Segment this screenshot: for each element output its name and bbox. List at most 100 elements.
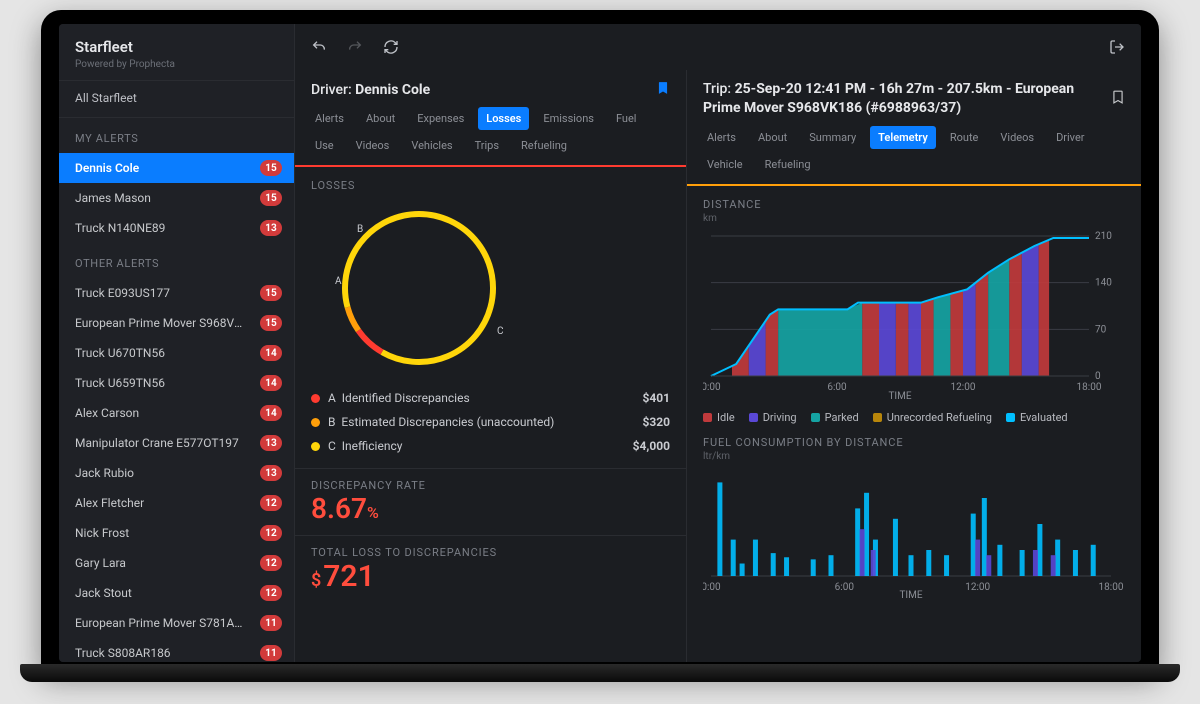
- fuel-unit: ltr/km: [703, 451, 1125, 462]
- logout-icon[interactable]: [1107, 37, 1127, 57]
- svg-text:6:00: 6:00: [835, 582, 855, 593]
- alert-item[interactable]: Manipulator Crane E577OT197 13: [59, 428, 294, 458]
- alert-item[interactable]: Dennis Cole 15: [59, 153, 294, 183]
- legend-item: Evaluated: [1006, 411, 1068, 424]
- alert-count-badge: 13: [260, 465, 282, 481]
- tab-fuel[interactable]: Fuel: [608, 107, 645, 130]
- alert-count-badge: 11: [260, 645, 282, 661]
- tab-about[interactable]: About: [358, 107, 403, 130]
- tab-summary[interactable]: Summary: [801, 126, 864, 149]
- alert-item-label: James Mason: [75, 191, 151, 205]
- alert-count-badge: 14: [260, 375, 282, 391]
- tab-losses[interactable]: Losses: [478, 107, 529, 130]
- tab-videos[interactable]: Videos: [348, 134, 398, 157]
- svg-text:0:00: 0:00: [703, 382, 721, 393]
- alert-item-label: Alex Carson: [75, 406, 139, 420]
- laptop-base: [20, 664, 1180, 682]
- legend-row: A Identified Discrepancies$401: [311, 386, 670, 410]
- driver-panel-body: LOSSES ABC A Identified Discrepancies$40…: [295, 167, 686, 610]
- tab-telemetry[interactable]: Telemetry: [870, 126, 936, 149]
- alert-item-label: Nick Frost: [75, 526, 129, 540]
- tab-refueling[interactable]: Refueling: [513, 134, 575, 157]
- alert-count-badge: 12: [260, 495, 282, 511]
- alert-item[interactable]: Truck U670TN5614: [59, 338, 294, 368]
- tab-route[interactable]: Route: [942, 126, 987, 149]
- alert-item[interactable]: European Prime Mover S781AR18611: [59, 608, 294, 638]
- svg-text:210: 210: [1095, 231, 1112, 242]
- alert-count-badge: 12: [260, 555, 282, 571]
- tab-driver[interactable]: Driver: [1048, 126, 1092, 149]
- legend-item: Unrecorded Refueling: [873, 411, 992, 424]
- svg-text:12:00: 12:00: [965, 582, 990, 593]
- brand-title: Starfleet: [75, 38, 278, 56]
- distance-unit: km: [703, 213, 1125, 224]
- legend-row: C Inefficiency$4,000: [311, 434, 670, 458]
- discrepancy-rate-value: 8.67%: [311, 492, 670, 525]
- tab-expenses[interactable]: Expenses: [409, 107, 472, 130]
- redo-icon[interactable]: [345, 37, 365, 57]
- alert-item[interactable]: Truck E093US17715: [59, 278, 294, 308]
- svg-text:18:00: 18:00: [1077, 382, 1102, 393]
- alert-item-label: European Prime Mover S781AR186: [75, 616, 245, 630]
- alert-item[interactable]: Alex Fletcher12: [59, 488, 294, 518]
- losses-legend-table: A Identified Discrepancies$401B Estimate…: [311, 386, 670, 458]
- svg-text:0:00: 0:00: [703, 582, 721, 593]
- my-alerts-list: Dennis Cole15James Mason15Truck N140NE89…: [59, 153, 294, 243]
- tab-about[interactable]: About: [750, 126, 795, 149]
- alert-item-label: Dennis Cole: [75, 161, 139, 175]
- alert-item[interactable]: Truck N140NE89 13: [59, 213, 294, 243]
- tab-vehicles[interactable]: Vehicles: [403, 134, 460, 157]
- sidebar-all-link[interactable]: All Starfleet: [59, 80, 294, 118]
- alert-item-label: European Prime Mover S968VK186: [75, 316, 245, 330]
- refresh-icon[interactable]: [381, 37, 401, 57]
- tab-vehicle[interactable]: Vehicle: [699, 153, 751, 176]
- trip-tabbar: Alerts About Summary Telemetry RouteVideos Dr…: [687, 126, 1141, 186]
- tab-refueling[interactable]: Refueling: [757, 153, 819, 176]
- tab-videos[interactable]: Videos: [992, 126, 1042, 149]
- panels: Driver: Dennis Cole Alerts About Expenses L…: [295, 70, 1141, 662]
- alert-item[interactable]: Jack Rubio13: [59, 458, 294, 488]
- fuel-heading: FUEL CONSUMPTION BY DISTANCE: [703, 436, 1125, 449]
- trip-panel-title: Trip: 25-Sep-20 12:41 PM - 16h 27m - 207…: [703, 80, 1111, 118]
- trip-panel-body: DISTANCE km 0701402100:006:0012:0018:00T…: [687, 186, 1141, 617]
- distance-heading: DISTANCE: [703, 198, 1125, 211]
- alert-count-badge: 15: [260, 160, 282, 176]
- brand: Starfleet Powered by Prophecta: [59, 24, 294, 80]
- tab-emissions[interactable]: Emissions: [535, 107, 602, 130]
- alert-item[interactable]: James Mason15: [59, 183, 294, 213]
- svg-text:TIME: TIME: [899, 590, 922, 598]
- fuel-chart: 0:00 6:00 12:00 18:00 TIME: [703, 468, 1125, 601]
- alert-item-label: Manipulator Crane E577OT197: [75, 436, 239, 450]
- undo-icon[interactable]: [309, 37, 329, 57]
- alert-item[interactable]: Truck U659TN5614: [59, 368, 294, 398]
- bookmark-filled-icon[interactable]: [656, 80, 670, 99]
- svg-text:0: 0: [1095, 371, 1101, 382]
- total-heading: TOTAL LOSS TO DISCREPANCIES: [311, 546, 670, 559]
- alert-count-badge: 12: [260, 585, 282, 601]
- distance-legend: IdleDrivingParkedUnrecorded RefuelingEva…: [703, 403, 1125, 428]
- tab-trips[interactable]: Trips: [467, 134, 507, 157]
- section-header-my-alerts: MY ALERTS: [59, 118, 294, 153]
- alert-item[interactable]: European Prime Mover S968VK18615: [59, 308, 294, 338]
- donut-key-label: C: [497, 326, 504, 337]
- alert-item-label: Truck N140NE89: [75, 221, 165, 235]
- rate-heading: DISCREPANCY RATE: [311, 479, 670, 492]
- tab-use[interactable]: Use: [307, 134, 342, 157]
- tab-alerts[interactable]: Alerts: [699, 126, 744, 149]
- alert-item[interactable]: Jack Stout12: [59, 578, 294, 608]
- driver-panel-title: Driver: Dennis Cole: [311, 82, 430, 98]
- alert-item[interactable]: Alex Carson 14: [59, 398, 294, 428]
- other-alerts-list: Truck E093US17715European Prime Mover S9…: [59, 278, 294, 662]
- bookmark-outline-icon[interactable]: [1111, 89, 1125, 108]
- alert-item[interactable]: Nick Frost12: [59, 518, 294, 548]
- alert-count-badge: 13: [260, 220, 282, 236]
- alert-item[interactable]: Truck S808AR18611: [59, 638, 294, 662]
- tab-alerts[interactable]: Alerts: [307, 107, 352, 130]
- legend-item: Driving: [749, 411, 797, 424]
- trip-panel: Trip: 25-Sep-20 12:41 PM - 16h 27m - 207…: [687, 70, 1141, 662]
- section-header-other-alerts: OTHER ALERTS: [59, 243, 294, 278]
- alert-item[interactable]: Gary Lara12: [59, 548, 294, 578]
- alert-count-badge: 14: [260, 405, 282, 421]
- alert-count-badge: 13: [260, 435, 282, 451]
- svg-text:18:00: 18:00: [1099, 582, 1123, 593]
